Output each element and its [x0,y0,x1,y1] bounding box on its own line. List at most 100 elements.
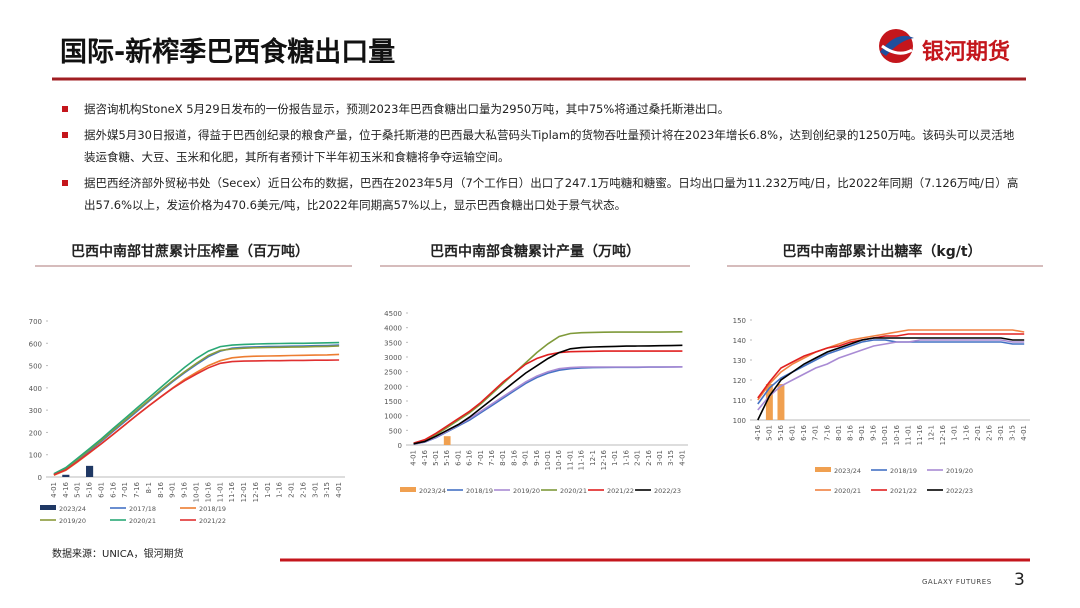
x-tick-label: 6-16 [466,449,474,465]
y-tick-label: 1500 [384,398,402,406]
x-tick-label: 10-01 [881,425,889,445]
y-tick-label: 0 [398,442,402,450]
legend-label: 2017/18 [129,505,156,513]
x-tick-label: 7-16 [133,481,141,497]
x-tick-label: 4-01 [678,450,686,466]
chart-title: 巴西中南部食糖累计产量（万吨） [430,243,640,260]
x-tick-label: 9-01 [522,450,530,466]
y-tick-label: 600 [29,340,42,348]
x-tick-label: 10-16 [893,424,901,445]
x-tick-label: 4-16 [421,449,429,465]
x-tick-label: 12-16 [600,449,608,470]
x-tick-label: 2-01 [288,482,296,498]
x-tick-label: 1-01 [611,450,619,466]
x-tick-label: 7-16 [488,449,496,465]
x-tick-label: 2-01 [974,425,982,441]
legend-label: 2020/21 [129,517,156,525]
x-tick-label: 7-01 [812,425,820,441]
logo [879,29,914,63]
legend-label: 2019/20 [946,467,973,475]
x-tick-label: 4-01 [50,482,58,498]
x-tick-label: 2-16 [645,449,653,465]
x-tick-label: 4-01 [1020,425,1028,441]
x-tick-label: 7-01 [121,482,129,498]
y-tick-label: 500 [29,363,42,371]
y-tick-label: 500 [389,427,402,435]
series-line [53,344,340,476]
bar [62,474,70,477]
legend-label: 2020/21 [834,487,861,495]
x-tick-label: 9-16 [870,424,878,440]
y-tick-label: 150 [733,317,746,325]
bar [777,384,785,420]
y-tick-label: 4500 [384,310,402,318]
x-tick-label: 4-01 [335,482,343,498]
brand: GALAXY FUTURES [922,578,992,586]
x-tick-label: 3-01 [997,425,1005,441]
series-line [757,333,1025,399]
y-tick-label: 120 [733,377,746,385]
x-tick-label: 1-16 [276,481,284,497]
bullet-list: 据咨询机构StoneX 5月29日发布的一份报告显示，预测2023年巴西食糖出口… [62,98,1022,220]
x-tick-label: 10-01 [193,482,201,502]
series-line [757,339,1025,411]
series-line [53,345,340,476]
legend-swatch [40,505,56,510]
x-tick-label: 5-01 [432,450,440,466]
x-tick-label: 9-16 [181,481,189,497]
x-tick-label: 8-1 [145,482,153,493]
x-tick-label: 3-15 [323,482,331,498]
bullet: 据巴西经济部外贸秘书处（Secex）近日公布的数据，巴西在2023年5月（7个工… [62,172,1022,216]
y-tick-label: 3500 [384,339,402,347]
x-tick-label: 1-01 [951,425,959,441]
x-tick-label: 6-16 [800,424,808,440]
x-tick-label: 7-01 [477,450,485,466]
x-tick-label: 8-01 [499,450,507,466]
x-tick-label: 12-16 [939,424,947,445]
series-line [757,337,1025,421]
legend-swatch [815,467,831,472]
x-tick-label: 11-16 [228,481,236,502]
series-line [413,366,683,445]
x-tick-label: 9-01 [858,425,866,441]
x-tick-label: 5-16 [777,424,785,440]
x-tick-label: 2-16 [985,424,993,440]
source: 数据来源：UNICA，银河期货 [52,549,184,560]
x-tick-label: 10-16 [555,449,563,470]
y-tick-label: 300 [29,407,42,415]
x-tick-label: 5-01 [765,425,773,441]
bar [86,465,94,477]
y-tick-label: 110 [733,397,746,405]
series-line [413,350,683,444]
y-tick-label: 0 [38,474,42,482]
y-tick-label: 200 [29,429,42,437]
series-line [413,344,683,445]
bar [443,436,451,445]
legend-label: 2021/22 [199,517,226,525]
x-tick-label: 4-16 [754,424,762,440]
x-tick-label: 8-01 [835,425,843,441]
x-tick-label: 6-16 [109,481,117,497]
y-tick-label: 400 [29,385,42,393]
legend-label: 2021/22 [890,487,917,495]
legend-label: 2022/23 [654,487,681,495]
x-tick-label: 3-01 [656,450,664,466]
legend-label: 2023/24 [834,467,861,475]
legend-label: 2022/23 [946,487,973,495]
legend-label: 2018/19 [199,505,226,513]
x-tick-label: 12-16 [252,481,260,502]
x-tick-label: 12-1 [928,425,936,441]
legend-label: 2020/21 [560,487,587,495]
series-line [757,329,1025,401]
x-tick-label: 10-16 [204,481,212,502]
x-tick-label: 1-01 [264,482,272,498]
y-tick-label: 2000 [384,383,402,391]
legend-label: 2023/24 [419,487,446,495]
x-tick-label: 5-16 [86,481,94,497]
x-tick-label: 8-16 [510,449,518,465]
x-tick-label: 8-16 [157,481,165,497]
x-tick-label: 8-16 [846,424,854,440]
x-tick-label: 6-01 [454,450,462,466]
x-tick-label: 6-01 [97,482,105,498]
x-tick-label: 12-01 [240,482,248,502]
